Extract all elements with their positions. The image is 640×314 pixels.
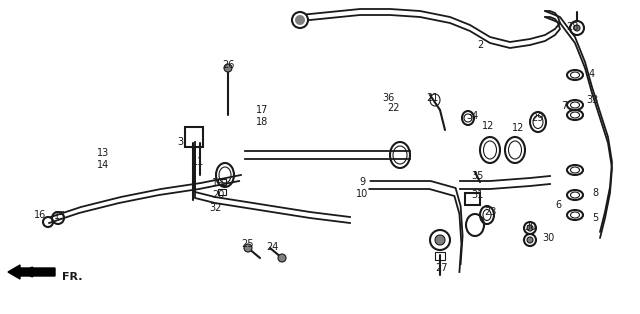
Text: 5: 5 xyxy=(592,213,598,223)
Text: 22: 22 xyxy=(387,103,399,113)
Text: 16: 16 xyxy=(34,210,46,220)
Text: 4: 4 xyxy=(589,69,595,79)
Text: 12: 12 xyxy=(482,121,494,131)
Text: 13: 13 xyxy=(97,148,109,158)
Text: 29: 29 xyxy=(531,113,543,123)
Circle shape xyxy=(527,237,533,243)
Circle shape xyxy=(244,244,252,252)
Text: 36: 36 xyxy=(382,93,394,103)
Bar xyxy=(435,252,445,260)
Text: 34: 34 xyxy=(466,111,478,121)
Text: 33: 33 xyxy=(586,95,598,105)
Circle shape xyxy=(224,64,232,72)
Text: 35: 35 xyxy=(471,171,483,181)
Text: 26: 26 xyxy=(222,60,234,70)
Text: 9: 9 xyxy=(359,177,365,187)
Bar xyxy=(218,179,226,185)
Text: 3: 3 xyxy=(177,137,183,147)
Circle shape xyxy=(295,15,305,25)
Circle shape xyxy=(574,25,580,31)
FancyArrow shape xyxy=(8,265,55,279)
Text: 19: 19 xyxy=(212,178,224,188)
Text: 20: 20 xyxy=(212,190,224,200)
Text: 32: 32 xyxy=(209,203,221,213)
Text: 28: 28 xyxy=(566,22,578,32)
Text: 8: 8 xyxy=(592,188,598,198)
Text: 11: 11 xyxy=(192,157,204,167)
Circle shape xyxy=(292,12,308,28)
Circle shape xyxy=(435,235,445,245)
Text: 14: 14 xyxy=(97,160,109,170)
Text: 12: 12 xyxy=(512,123,524,133)
Text: 23: 23 xyxy=(484,207,496,217)
Text: 25: 25 xyxy=(242,239,254,249)
Text: 18: 18 xyxy=(256,117,268,127)
Bar xyxy=(218,189,226,195)
Text: 10: 10 xyxy=(356,189,368,199)
Text: 17: 17 xyxy=(256,105,268,115)
Text: 2: 2 xyxy=(477,40,483,50)
Bar xyxy=(185,127,203,147)
Circle shape xyxy=(278,254,286,262)
Text: 24: 24 xyxy=(266,242,278,252)
Text: 7: 7 xyxy=(561,101,567,111)
Text: 30: 30 xyxy=(542,233,554,243)
Text: 30: 30 xyxy=(524,222,536,232)
Text: 31: 31 xyxy=(471,190,483,200)
Text: 15: 15 xyxy=(54,211,66,221)
Text: 21: 21 xyxy=(426,93,438,103)
Circle shape xyxy=(527,225,533,231)
Text: 6: 6 xyxy=(555,200,561,210)
Text: FR.: FR. xyxy=(62,272,83,282)
Text: 27: 27 xyxy=(435,263,447,273)
Bar xyxy=(465,193,480,205)
